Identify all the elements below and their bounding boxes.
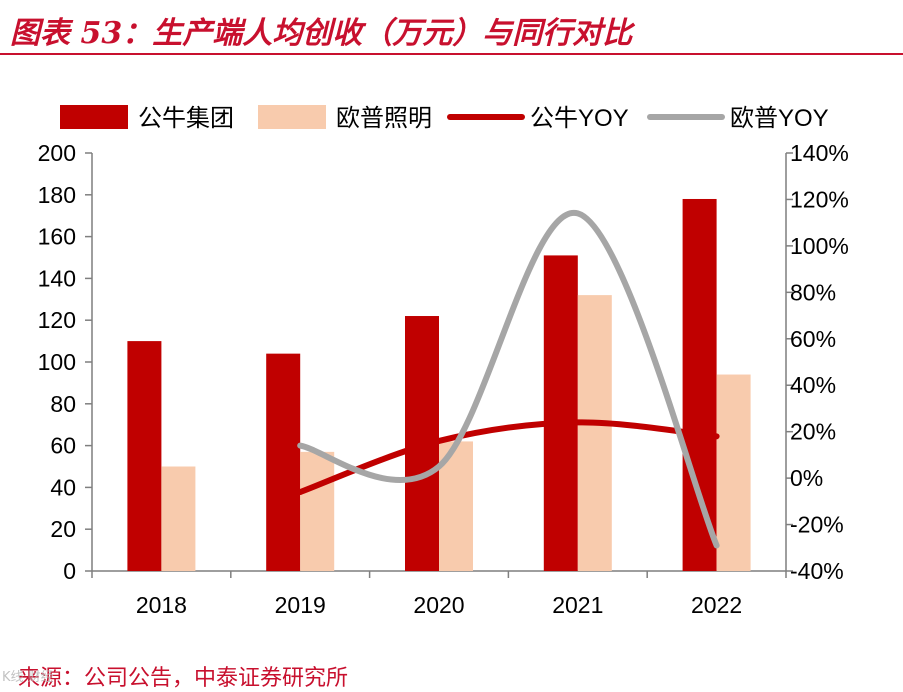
legend-label-4: 欧普YOY [730, 105, 829, 132]
left-axis-tick-label: 40 [50, 474, 76, 500]
bar-欧普照明-2018 [161, 466, 196, 571]
bar-公牛集团-2018 [127, 341, 162, 571]
bar-公牛集团-2021 [543, 255, 578, 571]
x-axis-tick-label: 2020 [413, 592, 464, 618]
source-note: 来源：公司公告，中泰证券研究所 [18, 666, 349, 691]
watermark: K线 财经 [2, 670, 54, 685]
right-axis-tick-label: 40% [790, 372, 836, 398]
page-title: 图表 53：生产端人均创收（万元）与同行对比 [10, 16, 633, 51]
legend-label-1: 公牛集团 [138, 105, 234, 132]
left-axis-tick-label: 160 [38, 224, 76, 250]
x-axis-tick-label: 2021 [552, 592, 603, 618]
bar-公牛集团-2022 [682, 198, 717, 572]
x-axis-tick-label: 2018 [136, 592, 187, 618]
legend-label-2: 欧普照明 [336, 105, 432, 132]
right-axis-tick-label: 120% [790, 186, 849, 212]
right-axis-tick-label: 60% [790, 326, 836, 352]
right-axis-tick-label: -20% [790, 512, 844, 538]
left-axis-tick-label: 60 [50, 433, 76, 459]
bars [127, 198, 751, 572]
left-axis-tick-label: 80 [50, 391, 76, 417]
left-axis-tick-label: 100 [38, 349, 76, 375]
right-axis-tick-label: 100% [790, 233, 849, 259]
right-axis-tick-label: 80% [790, 279, 836, 305]
left-axis-tick-label: 120 [38, 307, 76, 333]
left-axis-tick-label: 200 [38, 140, 76, 166]
left-axis-tick-label: 20 [50, 516, 76, 542]
legend-swatch-1 [60, 105, 128, 129]
bar-欧普照明-2021 [577, 295, 612, 571]
right-axis-tick-label: -40% [790, 558, 844, 584]
right-axis-tick-label: 20% [790, 419, 836, 445]
right-axis-tick-label: 0% [790, 465, 823, 491]
legend-swatch-2 [258, 105, 326, 129]
line-公牛YOY [297, 419, 720, 496]
bar-公牛集团-2019 [266, 353, 301, 571]
left-axis-tick-label: 0 [63, 558, 76, 584]
bar-欧普照明-2022 [716, 374, 751, 571]
legend-label-3: 公牛YOY [530, 105, 629, 132]
lines [297, 210, 720, 549]
title-underline [0, 53, 903, 55]
x-axis-tick-label: 2022 [691, 592, 742, 618]
left-axis-tick-label: 140 [38, 265, 76, 291]
left-axis-tick-label: 180 [38, 182, 76, 208]
line-欧普YOY [297, 210, 720, 549]
legend: 公牛集团 欧普照明 公牛YOY 欧普YOY [60, 105, 829, 132]
x-axis-tick-label: 2019 [275, 592, 326, 618]
bar-欧普照明-2019 [300, 451, 335, 571]
right-axis-tick-label: 140% [790, 140, 849, 166]
axes: 0 20 40 60 80 100 120 140 160 180 200 -40% -20% 0% 20%… [38, 140, 849, 618]
